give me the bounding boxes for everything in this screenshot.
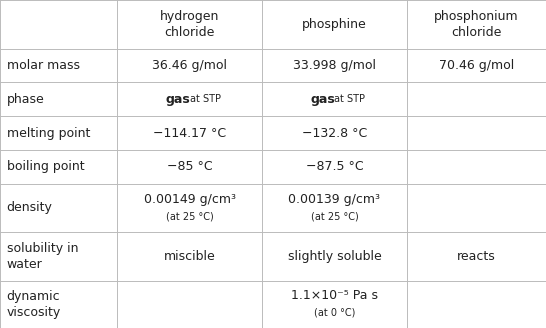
Text: miscible: miscible	[164, 250, 216, 263]
Text: 0.00149 g/cm³: 0.00149 g/cm³	[144, 193, 236, 206]
Text: phosphine: phosphine	[302, 18, 367, 31]
Text: gas: gas	[310, 93, 335, 106]
Text: 1.1×10⁻⁵ Pa s: 1.1×10⁻⁵ Pa s	[291, 289, 378, 302]
Text: −85 °C: −85 °C	[167, 160, 212, 173]
Text: phase: phase	[7, 93, 44, 106]
Text: −114.17 °C: −114.17 °C	[153, 127, 226, 139]
Text: (at 25 °C): (at 25 °C)	[311, 212, 358, 222]
Text: slightly soluble: slightly soluble	[288, 250, 381, 263]
Text: at STP: at STP	[190, 94, 221, 104]
Text: hydrogen
chloride: hydrogen chloride	[160, 10, 219, 39]
Text: dynamic
viscosity: dynamic viscosity	[7, 290, 61, 319]
Text: 36.46 g/mol: 36.46 g/mol	[152, 59, 227, 72]
Text: boiling point: boiling point	[7, 160, 84, 173]
Text: at STP: at STP	[334, 94, 365, 104]
Text: −132.8 °C: −132.8 °C	[302, 127, 367, 139]
Text: melting point: melting point	[7, 127, 90, 139]
Text: (at 0 °C): (at 0 °C)	[314, 308, 355, 318]
Text: density: density	[7, 201, 52, 215]
Text: 70.46 g/mol: 70.46 g/mol	[439, 59, 514, 72]
Text: phosphonium
chloride: phosphonium chloride	[434, 10, 519, 39]
Text: solubility in
water: solubility in water	[7, 242, 78, 271]
Text: 0.00139 g/cm³: 0.00139 g/cm³	[288, 193, 381, 206]
Text: molar mass: molar mass	[7, 59, 80, 72]
Text: −87.5 °C: −87.5 °C	[306, 160, 363, 173]
Text: (at 25 °C): (at 25 °C)	[166, 212, 213, 222]
Text: gas: gas	[166, 93, 191, 106]
Text: 33.998 g/mol: 33.998 g/mol	[293, 59, 376, 72]
Text: reacts: reacts	[457, 250, 496, 263]
